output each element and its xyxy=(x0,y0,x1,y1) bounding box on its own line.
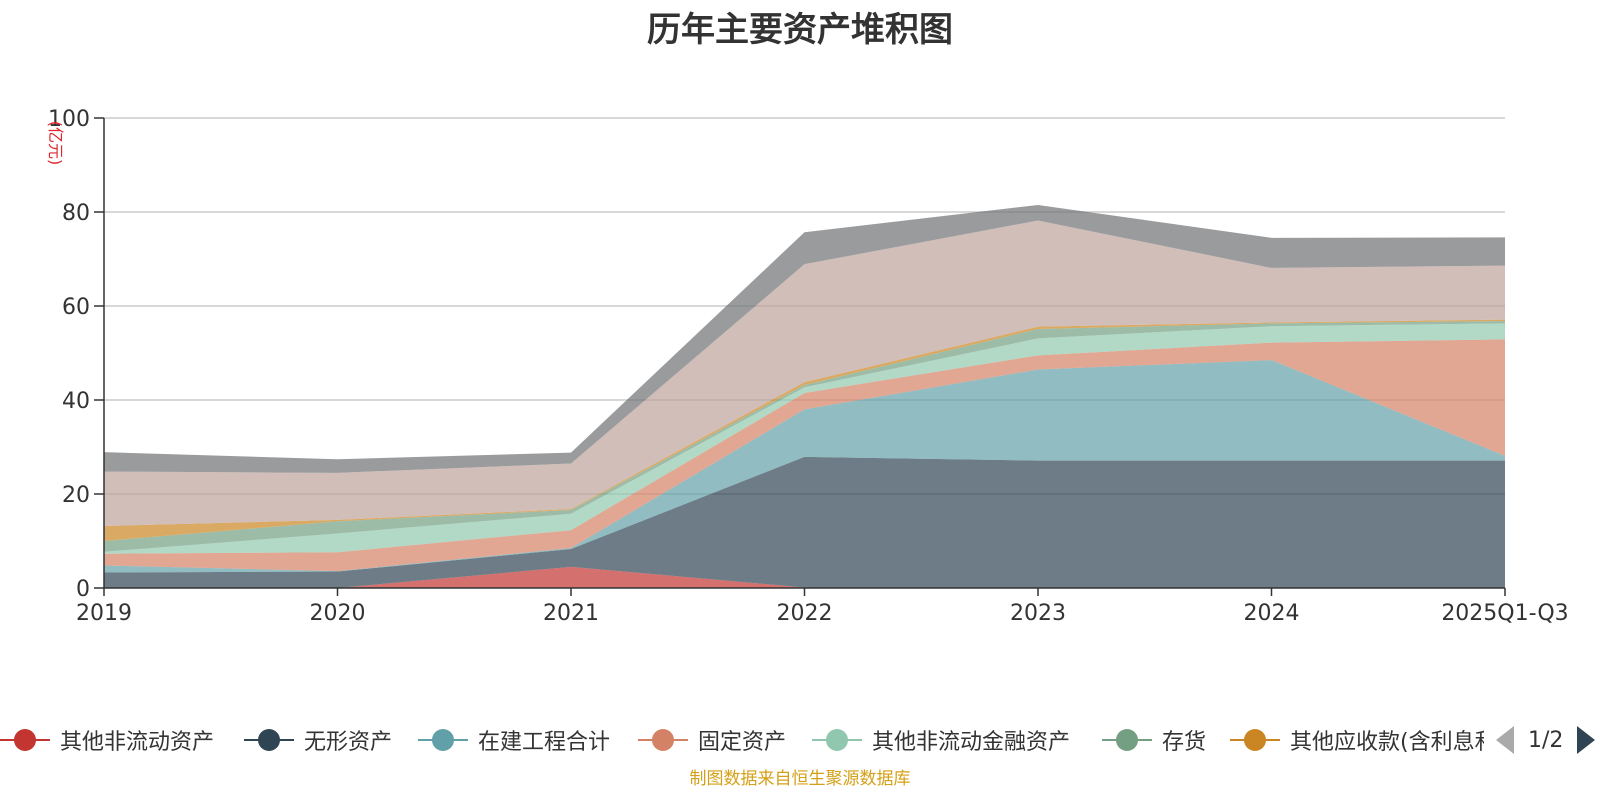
legend-marker-icon xyxy=(244,718,294,762)
legend-marker-icon xyxy=(0,718,50,762)
legend-item[interactable]: 固定资产 xyxy=(638,718,786,762)
legend: 其他非流动资产 无形资产 在建工程合计 固定资产 其他非流动金融资产 存货 其他应收款(含利… xyxy=(0,718,1484,762)
legend-label: 其他应收款(含利息和股利) xyxy=(1290,730,1484,755)
legend-prev-page-icon[interactable] xyxy=(1496,726,1514,754)
legend-label: 无形资产 xyxy=(304,730,393,755)
area-series-1 xyxy=(104,566,1505,588)
area-series-4 xyxy=(104,339,1505,572)
legend-next-page-icon[interactable] xyxy=(1577,726,1596,754)
x-tick-label: 2024 xyxy=(1244,601,1300,626)
x-tick-label: 2025Q1-Q3 xyxy=(1441,601,1568,626)
y-tick-label: 100 xyxy=(48,107,90,132)
legend-label: 其他非流动资产 xyxy=(60,730,215,755)
legend-label: 存货 xyxy=(1162,730,1207,755)
area-series-3 xyxy=(104,360,1505,573)
x-tick-label: 2022 xyxy=(777,601,833,626)
legend-item[interactable]: 其他非流动资产 xyxy=(0,718,214,762)
y-tick-label: 60 xyxy=(62,295,90,320)
x-tick-label: 2021 xyxy=(543,601,599,626)
x-tick-label: 2023 xyxy=(1010,601,1066,626)
legend-item[interactable]: 其他非流动金融资产 xyxy=(812,718,1070,762)
legend-item[interactable]: 其他应收款(含利息和股利) xyxy=(1230,718,1484,762)
chart-title: 历年主要资产堆积图 xyxy=(647,10,953,50)
legend-label: 其他非流动金融资产 xyxy=(872,730,1071,755)
legend-marker-icon xyxy=(812,718,862,762)
legend-marker-icon xyxy=(638,718,688,762)
legend-label: 在建工程合计 xyxy=(478,730,611,755)
y-tick-label: 0 xyxy=(76,577,90,602)
x-tick-label: 2019 xyxy=(76,601,132,626)
y-tick-label: 80 xyxy=(62,201,90,226)
legend-marker-icon xyxy=(1102,718,1152,762)
area-series-8 xyxy=(104,220,1505,526)
legend-item[interactable]: 在建工程合计 xyxy=(418,718,610,762)
x-tick-label: 2020 xyxy=(310,601,366,626)
legend-pager: 1/2 xyxy=(1496,718,1596,762)
area-series-2 xyxy=(104,456,1505,588)
y-tick-label: 20 xyxy=(62,483,90,508)
area-series-9 xyxy=(104,204,1505,473)
y-axis-unit-label: (亿元) xyxy=(46,121,65,166)
legend-item[interactable]: 存货 xyxy=(1102,718,1206,762)
legend-marker-icon xyxy=(1230,718,1280,762)
legend-marker-icon xyxy=(418,718,468,762)
legend-page-indicator: 1/2 xyxy=(1528,727,1564,753)
source-note: 制图数据来自恒生聚源数据库 xyxy=(689,769,911,789)
legend-label: 固定资产 xyxy=(698,730,787,755)
legend-item[interactable]: 无形资产 xyxy=(244,718,392,762)
y-tick-label: 40 xyxy=(62,389,90,414)
